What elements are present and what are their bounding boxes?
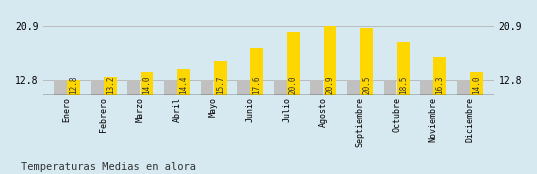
Bar [433, 57, 446, 95]
Bar [397, 42, 410, 95]
Bar [347, 80, 360, 95]
Bar [91, 80, 104, 95]
Bar [383, 80, 396, 95]
Text: 17.6: 17.6 [252, 76, 262, 94]
Text: 13.2: 13.2 [106, 76, 115, 94]
Bar [127, 80, 140, 95]
Bar [54, 80, 67, 95]
Text: 14.4: 14.4 [179, 76, 188, 94]
Text: 20.5: 20.5 [362, 76, 371, 94]
Text: 14.0: 14.0 [472, 76, 481, 94]
Bar [67, 80, 80, 95]
Bar [214, 61, 227, 95]
Bar [310, 80, 323, 95]
Bar [177, 69, 190, 95]
Text: 16.3: 16.3 [436, 76, 444, 94]
Bar [470, 72, 483, 95]
Text: 18.5: 18.5 [398, 76, 408, 94]
Text: Temperaturas Medias en alora: Temperaturas Medias en alora [21, 162, 197, 172]
Text: 14.0: 14.0 [142, 76, 151, 94]
Bar [457, 80, 470, 95]
Bar [324, 26, 336, 95]
Bar [201, 80, 213, 95]
Text: 20.9: 20.9 [325, 76, 335, 94]
Bar [237, 80, 250, 95]
Bar [250, 48, 263, 95]
Bar [274, 80, 287, 95]
Bar [360, 28, 373, 95]
Text: 20.0: 20.0 [289, 76, 298, 94]
Bar [164, 80, 177, 95]
Text: 12.8: 12.8 [69, 76, 78, 94]
Bar [420, 80, 433, 95]
Bar [104, 77, 117, 95]
Text: 15.7: 15.7 [216, 76, 224, 94]
Bar [141, 72, 154, 95]
Bar [287, 32, 300, 95]
